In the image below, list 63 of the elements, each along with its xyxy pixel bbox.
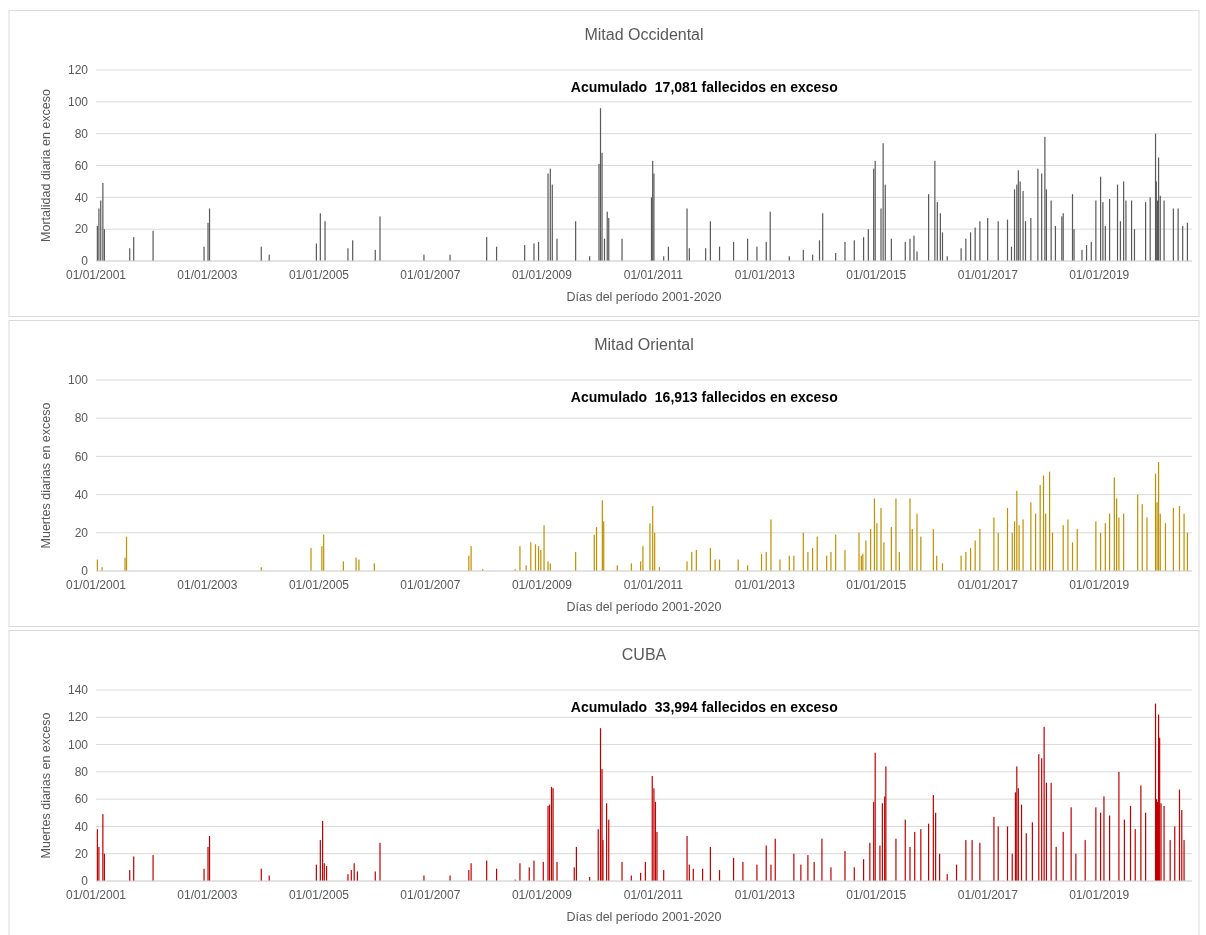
y-tick-label: 80 [74,765,89,780]
y-tick-label: 140 [67,683,89,698]
y-tick-label: 20 [74,846,89,861]
x-tick-label: 01/01/2005 [288,268,350,282]
x-tick-label: 01/01/2003 [177,888,238,902]
y-tick-label: 40 [74,487,89,502]
y-tick-label: 20 [74,526,89,540]
x-tick-label: 01/01/2011 [623,888,684,902]
annotation: Acumulado 17,081 fallecidos en exceso [570,79,838,95]
x-tick-label: 01/01/2011 [623,268,684,282]
y-tick-label: 60 [74,158,89,173]
chart-title: Mitad Occidental [584,26,704,43]
x-axis-title: Días del período 2001-2020 [566,910,722,924]
chart-title: Mitad Oriental [594,336,694,353]
y-tick-label: 20 [74,222,89,237]
x-tick-label: 01/01/2003 [177,578,238,592]
x-tick-label: 01/01/2007 [400,268,461,282]
x-tick-label: 01/01/2015 [846,268,907,282]
x-axis-title: Días del período 2001-2020 [566,600,722,614]
y-tick-label: 80 [74,411,89,426]
x-tick-label: 01/01/2009 [511,888,573,902]
x-axis-title: Días del período 2001-2020 [566,290,722,304]
x-tick-label: 01/01/2007 [400,578,461,592]
y-tick-label: 0 [81,254,89,269]
y-axis-title: Muertes diarias en exceso [39,402,53,549]
x-tick-label: 01/01/2015 [846,578,907,592]
x-tick-label: 01/01/2013 [734,578,796,592]
y-axis-title: Mortalidad diaria en exceso [39,89,53,242]
y-tick-label: 100 [67,737,89,752]
x-tick-label: 01/01/2009 [511,578,573,592]
y-tick-label: 0 [81,564,89,579]
x-tick-label: 01/01/2005 [288,578,350,592]
x-tick-label: 01/01/2011 [623,578,684,592]
y-tick-label: 40 [74,819,89,834]
y-tick-label: 100 [67,95,89,110]
y-tick-label: 120 [67,710,89,725]
x-tick-label: 01/01/2017 [957,888,1019,902]
x-tick-label: 01/01/2019 [1069,268,1130,282]
y-tick-label: 0 [81,874,89,889]
y-axis-title: Muertes diarias en exceso [39,712,53,859]
x-tick-label: 01/01/2019 [1069,578,1130,592]
y-tick-label: 40 [74,190,89,205]
y-tick-label: 60 [74,792,89,807]
x-tick-label: 01/01/2017 [957,578,1019,592]
x-tick-label: 01/01/2007 [400,888,461,902]
x-tick-label: 01/01/2013 [734,888,796,902]
x-tick-label: 01/01/2005 [288,888,350,902]
x-tick-label: 01/01/2019 [1069,888,1130,902]
y-tick-label: 60 [74,449,89,464]
x-tick-label: 01/01/2009 [511,268,573,282]
y-tick-label: 80 [74,126,89,141]
x-tick-label: 01/01/2001 [65,268,127,282]
x-tick-label: 01/01/2015 [846,888,907,902]
x-tick-label: 01/01/2001 [65,888,127,902]
annotation: Acumulado 33,994 fallecidos en exceso [570,699,838,715]
chart-title: CUBA [621,646,667,663]
y-tick-label: 100 [67,373,89,388]
annotation: Acumulado 16,913 fallecidos en exceso [570,389,838,405]
x-tick-label: 01/01/2001 [65,578,127,592]
y-tick-label: 120 [67,63,89,78]
x-tick-label: 01/01/2017 [957,268,1019,282]
x-tick-label: 01/01/2003 [177,268,238,282]
x-tick-label: 01/01/2013 [734,268,796,282]
